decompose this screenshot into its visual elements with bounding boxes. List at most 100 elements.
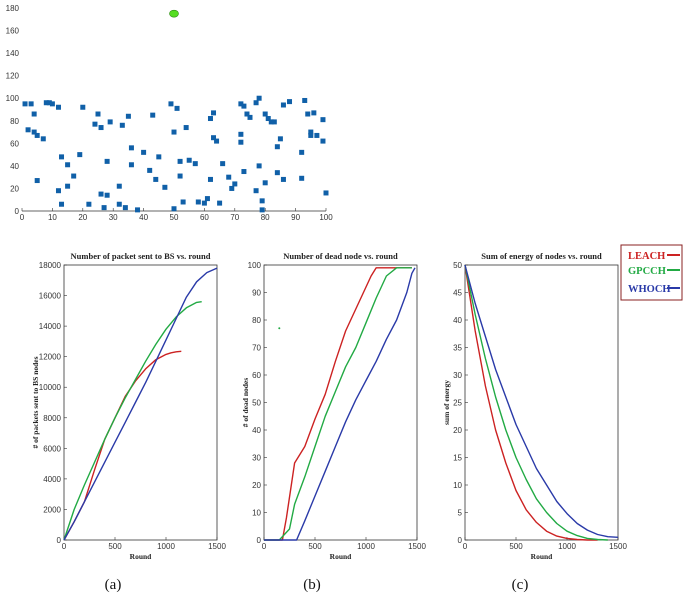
sensor-node-point bbox=[259, 198, 265, 204]
sensor-node-point bbox=[147, 167, 153, 173]
sensor-node-point bbox=[314, 132, 320, 138]
sensor-node-point bbox=[55, 104, 61, 110]
y-tick-label: 4000 bbox=[43, 475, 61, 484]
sensor-node-point bbox=[207, 176, 213, 182]
sensor-node-point bbox=[65, 162, 71, 168]
sensor-node-point bbox=[274, 144, 280, 150]
sensor-node-point bbox=[46, 100, 52, 106]
sensor-node-point bbox=[253, 100, 259, 106]
x-tick-label: 1000 bbox=[357, 542, 375, 551]
plot-frame bbox=[263, 264, 418, 541]
sensor-node-point bbox=[241, 103, 247, 109]
sensor-node-point bbox=[262, 180, 268, 186]
sensor-node-point bbox=[59, 201, 65, 207]
y-tick-label: 90 bbox=[252, 289, 261, 298]
sensor-node-point bbox=[80, 104, 86, 110]
sensor-node-point bbox=[201, 200, 207, 206]
outlier-point bbox=[278, 327, 281, 330]
sensor-node-point bbox=[244, 111, 250, 117]
y-tick-label: 0 bbox=[458, 536, 463, 545]
sensor-node-point bbox=[71, 173, 77, 179]
legend-label-gpcch: GPCCH bbox=[628, 266, 666, 277]
y-tick-label: 80 bbox=[10, 117, 19, 126]
sensor-node-point bbox=[92, 121, 98, 127]
sensor-node-point bbox=[125, 113, 131, 119]
sensor-node-point bbox=[238, 131, 244, 137]
x-tick-label: 1000 bbox=[157, 542, 175, 551]
x-tick-label: 500 bbox=[308, 542, 322, 551]
sensor-node-point bbox=[177, 158, 183, 164]
x-tick-label: 10 bbox=[48, 213, 57, 222]
sensor-node-point bbox=[177, 173, 183, 179]
x-tick-label: 1000 bbox=[558, 542, 576, 551]
series-line-whoch bbox=[264, 267, 416, 541]
sensor-node-point bbox=[98, 191, 104, 197]
chart-title: Number of packet sent to BS vs. round bbox=[71, 251, 211, 261]
sensor-node-point bbox=[195, 199, 201, 205]
sensor-node-point bbox=[256, 95, 262, 101]
x-tick-label: 500 bbox=[509, 542, 523, 551]
sensor-node-point bbox=[116, 183, 122, 189]
sensor-node-point bbox=[28, 101, 34, 107]
sensor-node-point bbox=[171, 206, 177, 212]
sensor-node-point bbox=[34, 178, 40, 184]
x-tick-label: 1500 bbox=[208, 542, 226, 551]
y-tick-label: 16000 bbox=[39, 292, 62, 301]
y-tick-label: 120 bbox=[6, 72, 20, 81]
sensor-node-point bbox=[101, 205, 107, 211]
energy-sum-chart: 0 500 1000 1500 0 5 10 15 20 25 30 35 40 45 50 Sum of e… bbox=[442, 251, 627, 561]
sensor-node-point bbox=[226, 174, 232, 180]
y-tick-label: 0 bbox=[57, 536, 62, 545]
caption-c: (c) bbox=[512, 577, 529, 593]
series-line-gpcch bbox=[264, 267, 412, 541]
y-tick-label: 50 bbox=[252, 399, 261, 408]
node-scatter-plot: 0 10 20 30 40 50 60 70 80 90 100 0 20 40 60 80 100 120 140… bbox=[6, 4, 334, 222]
sensor-node-point bbox=[34, 132, 40, 138]
y-tick-label: 14000 bbox=[39, 322, 62, 331]
y-axis-label: sum of energy bbox=[442, 380, 451, 425]
sensor-node-point bbox=[104, 192, 110, 198]
y-tick-label: 45 bbox=[453, 289, 462, 298]
y-tick-label: 60 bbox=[252, 371, 261, 380]
series-line-gpcch bbox=[63, 301, 202, 541]
x-tick-label: 40 bbox=[139, 213, 148, 222]
sensor-node-point bbox=[141, 149, 147, 155]
series-line-whoch bbox=[464, 264, 619, 538]
caption-a: (a) bbox=[105, 577, 122, 593]
series-line-leach bbox=[63, 350, 182, 541]
y-tick-label: 2000 bbox=[43, 505, 61, 514]
sensor-node-point bbox=[302, 97, 308, 103]
sensor-node-point bbox=[98, 125, 104, 131]
y-tick-label: 10 bbox=[453, 481, 462, 490]
x-tick-label: 500 bbox=[108, 542, 122, 551]
y-axis-label: # of packets sent to BS nodes bbox=[31, 356, 40, 448]
y-tick-label: 140 bbox=[6, 49, 20, 58]
x-axis-label: Round bbox=[330, 552, 353, 561]
x-tick-label: 1500 bbox=[408, 542, 426, 551]
sensor-node-point bbox=[168, 101, 174, 107]
base-station-point bbox=[169, 9, 179, 18]
x-tick-label: 70 bbox=[230, 213, 239, 222]
sensor-node-point bbox=[308, 129, 314, 135]
sensor-node-point bbox=[274, 170, 280, 176]
y-tick-label: 40 bbox=[252, 426, 261, 435]
plot-frame bbox=[464, 264, 619, 541]
sensor-node-point bbox=[204, 196, 210, 202]
y-tick-label: 20 bbox=[252, 481, 261, 490]
sensor-node-point bbox=[107, 119, 113, 125]
packets-sent-chart: 0 500 1000 1500 0 2000 4000 6000 8000 10000 12000 1… bbox=[31, 251, 226, 561]
sensor-node-point bbox=[299, 149, 305, 155]
series-line-gpcch bbox=[464, 264, 608, 541]
sensor-node-point bbox=[162, 184, 168, 190]
x-tick-label: 0 bbox=[62, 542, 67, 551]
sensor-node-point bbox=[156, 154, 162, 160]
sensor-node-point bbox=[86, 201, 92, 207]
sensor-node-point bbox=[211, 135, 217, 141]
sensor-node-point bbox=[308, 132, 314, 138]
sensor-node-point bbox=[183, 125, 189, 131]
y-tick-label: 100 bbox=[248, 261, 262, 270]
sensor-node-point bbox=[116, 201, 122, 207]
x-tick-label: 60 bbox=[200, 213, 209, 222]
sensor-node-point bbox=[104, 158, 110, 164]
sensor-node-point bbox=[323, 190, 329, 196]
